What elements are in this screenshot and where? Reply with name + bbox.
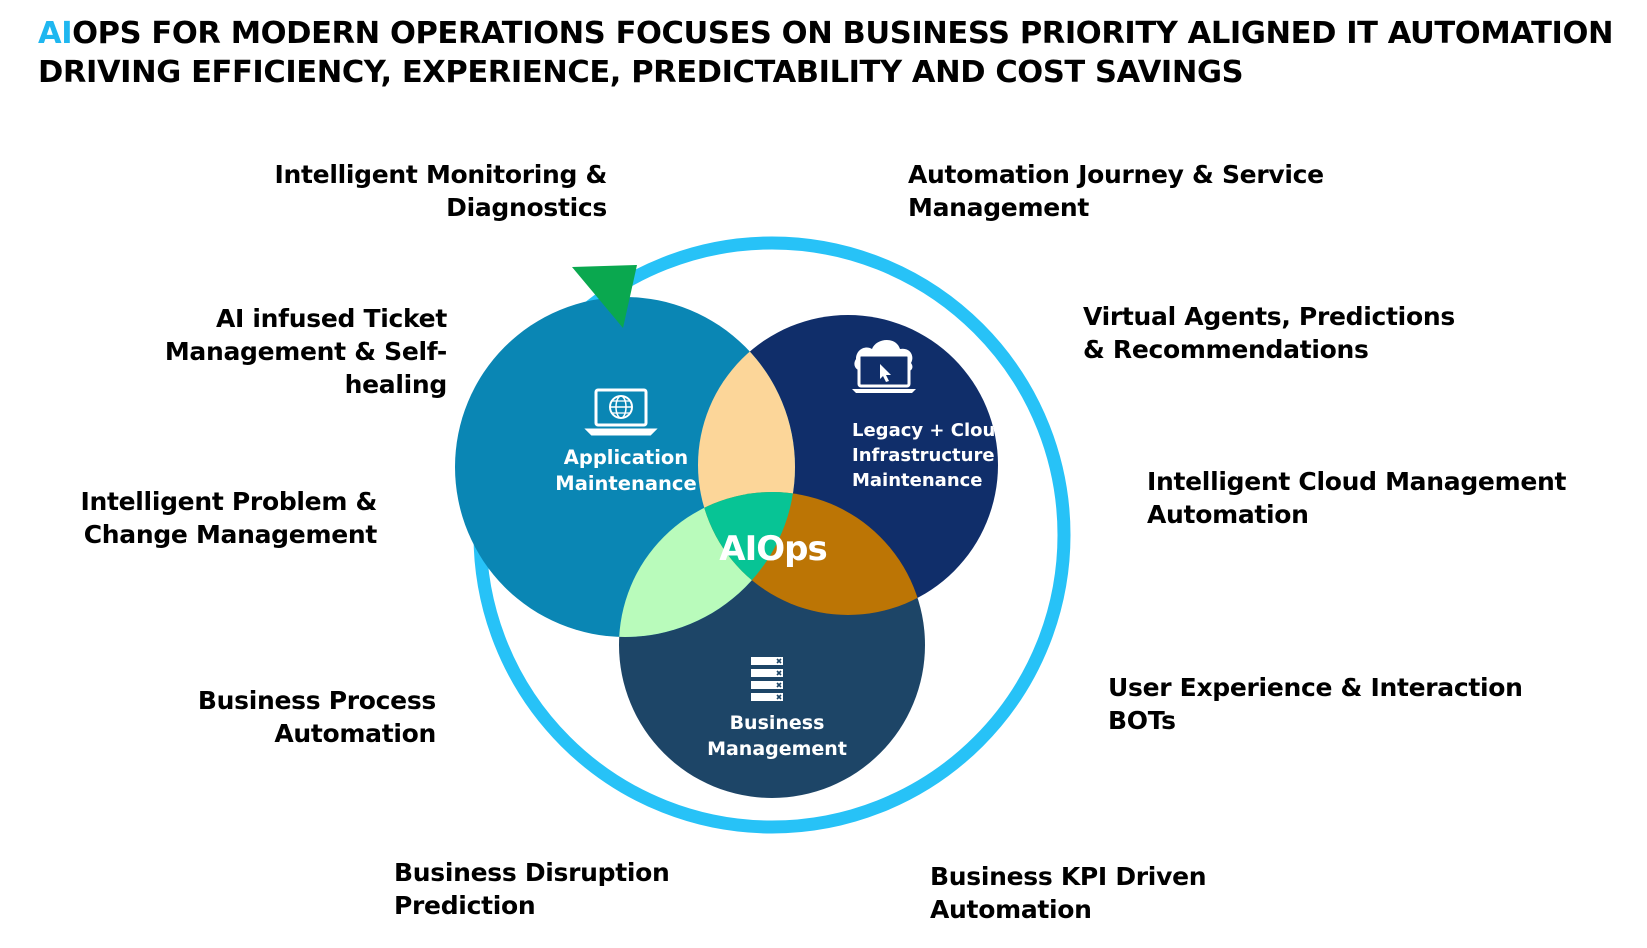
label-line: Business Process [197,686,436,715]
application-label-line1: Application [564,446,688,469]
label-line: Diagnostics [446,193,607,222]
label-line: User Experience & Interaction [1108,673,1523,702]
label-line: Management & Self- [164,337,447,366]
label-line: Automation Journey & Service [908,160,1324,189]
overlap-app-business [619,492,795,637]
infrastructure-label-line1: Legacy + Cloud [852,420,1008,441]
laptop-globe-icon [584,388,658,436]
label-business-process-automation: Business Process Automation [198,684,436,750]
label-line: Virtual Agents, Predictions [1083,302,1455,331]
title-line2: DRIVING EFFICIENCY, EXPERIENCE, PREDICTA… [38,55,1244,90]
label-virtual-agents: Virtual Agents, Predictions & Recommenda… [1083,300,1455,366]
label-line: Intelligent Cloud Management [1147,467,1567,496]
label-line: Automation [1147,500,1309,529]
aiops-center-label: AIOps [719,529,826,569]
label-line: Business KPI Driven [930,862,1207,891]
label-line: Change Management [83,520,378,549]
label-line: BOTs [1108,706,1176,735]
application-label-line2: Maintenance [555,472,696,495]
title-line1: OPS FOR MODERN OPERATIONS FOCUSES ON BUS… [72,16,1614,51]
label-line: AI infused Ticket [215,304,447,333]
overlap-infra-business [698,492,925,615]
label-line: healing [344,370,448,399]
label-line: Intelligent Monitoring & [274,160,608,189]
label-user-experience-bots: User Experience & Interaction BOTs [1108,671,1523,737]
direction-arrow-icon [572,265,637,328]
label-line: Business Disruption [394,858,670,887]
label-automation-journey: Automation Journey & Service Management [908,158,1324,224]
page-title: AIOPS FOR MODERN OPERATIONS FOCUSES ON B… [38,14,1638,92]
label-intelligent-problem-change: Intelligent Problem & Change Management [80,485,377,551]
label-line: Automation [274,719,436,748]
infrastructure-label-line3: Maintenance [852,470,983,491]
label-intelligent-monitoring: Intelligent Monitoring & Diagnostics [274,158,608,224]
label-line: & Recommendations [1083,335,1369,364]
label-business-disruption-prediction: Business Disruption Prediction [394,856,670,922]
label-ai-ticket-management: AI infused Ticket Management & Self- hea… [165,302,447,401]
cloud-laptop-icon [852,339,916,393]
server-list-icon [751,657,783,701]
infrastructure-label-line2: Infrastructure [852,445,995,466]
label-line: Intelligent Problem & [80,487,377,516]
business-label-line2: Management [707,738,847,760]
business-label-line1: Business [730,712,825,734]
title-accent: AI [38,16,73,51]
label-business-kpi-automation: Business KPI Driven Automation [930,860,1207,926]
label-intelligent-cloud-management: Intelligent Cloud Management Automation [1147,465,1566,531]
label-line: Prediction [394,891,536,920]
label-line: Management [908,193,1090,222]
label-line: Automation [930,895,1092,924]
